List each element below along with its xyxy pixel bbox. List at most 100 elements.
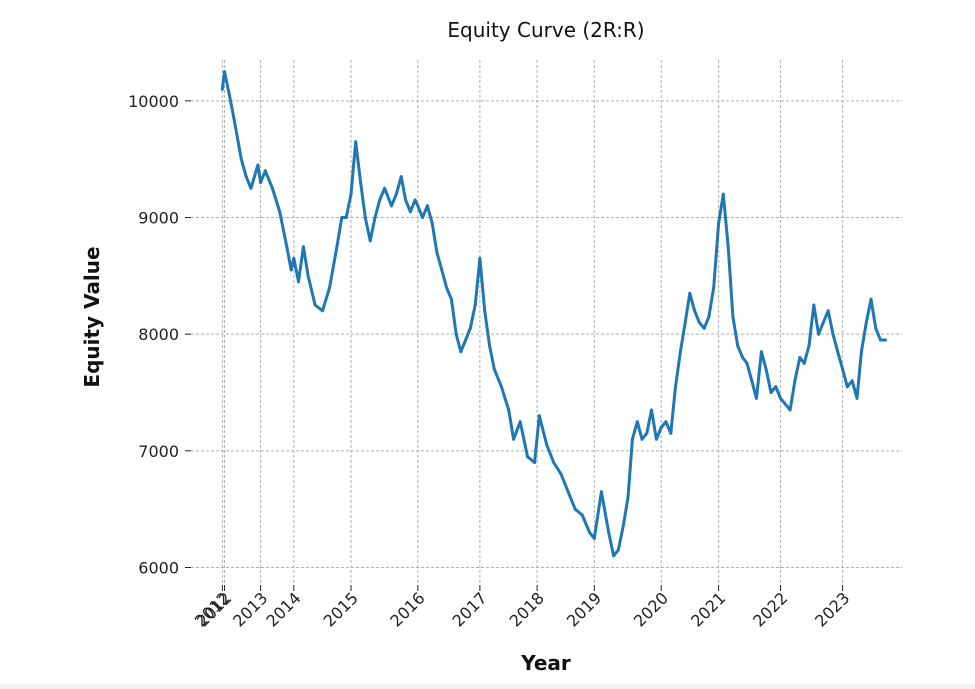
x-tick-label: 2019	[563, 588, 605, 630]
equity-point	[297, 280, 300, 284]
equity-point	[712, 286, 716, 289]
equity-point	[425, 204, 429, 208]
equity-point	[721, 192, 725, 196]
equity-point	[404, 198, 408, 202]
equity-point	[616, 548, 620, 552]
series-layer	[220, 70, 887, 558]
equity-point	[256, 163, 260, 167]
equity-point	[430, 221, 434, 225]
equity-point	[759, 350, 763, 354]
x-tick-label: 2018	[506, 588, 548, 630]
equity-point	[821, 321, 825, 324]
equity-point	[745, 361, 749, 365]
equity-point	[363, 216, 367, 219]
equity-point	[845, 385, 849, 389]
grid-layer	[191, 60, 902, 585]
equity-point	[526, 455, 529, 459]
equity-point	[340, 216, 344, 219]
equity-point	[683, 321, 687, 324]
y-tick-layer: 6000 7000 8000 9000 10000	[128, 92, 191, 578]
equity-point	[394, 192, 398, 196]
equity-point	[697, 321, 701, 324]
equity-point	[817, 332, 821, 336]
equity-point	[812, 303, 816, 307]
equity-point	[674, 385, 677, 389]
equity-point	[313, 303, 317, 307]
equity-point	[454, 332, 458, 336]
equity-point	[855, 396, 859, 400]
y-tick-label: 8000	[138, 325, 179, 344]
equity-point	[378, 198, 382, 202]
equity-point	[764, 367, 768, 371]
equity-point	[227, 93, 231, 97]
equity-point	[249, 186, 253, 190]
equity-point	[793, 379, 797, 383]
equity-point	[650, 408, 653, 412]
equity-point	[707, 315, 711, 319]
equity-point	[559, 472, 563, 476]
equity-point	[726, 245, 730, 249]
equity-point	[736, 344, 740, 348]
equity-point	[741, 356, 745, 359]
equity-point	[580, 513, 584, 517]
x-tick-label: 2020	[630, 588, 672, 630]
equity-point	[612, 554, 616, 558]
equity-point	[239, 157, 243, 161]
x-tick-label: 2022	[749, 588, 791, 630]
equity-point	[478, 256, 482, 260]
equity-point	[289, 268, 293, 272]
equity-point	[779, 396, 782, 400]
y-tick-label: 7000	[138, 442, 179, 461]
equity-point	[802, 361, 806, 365]
equity-point	[368, 239, 372, 243]
x-tick-label: 2017	[448, 588, 490, 630]
equity-point	[518, 420, 522, 424]
equity-point	[731, 315, 735, 319]
x-tick-label: 2012	[193, 588, 235, 630]
equity-point	[263, 169, 267, 173]
x-tick-label: 2021	[687, 588, 729, 630]
equity-point	[588, 531, 592, 534]
equity-point	[390, 204, 393, 208]
equity-point	[693, 309, 697, 313]
equity-point	[459, 350, 463, 354]
equity-point	[244, 175, 248, 179]
equity-point	[321, 309, 324, 313]
equity-point	[755, 396, 758, 400]
equity-point	[678, 350, 682, 354]
equity-point	[383, 186, 387, 190]
equity-point	[270, 186, 274, 190]
equity-point	[566, 490, 570, 494]
equity-point	[488, 344, 492, 348]
equity-point	[607, 531, 611, 534]
equity-point	[473, 303, 477, 307]
x-tick-label: 2014	[262, 588, 304, 630]
x-tick-label: 2023	[811, 588, 853, 630]
equity-point	[440, 268, 444, 272]
equity-point	[774, 385, 778, 389]
equity-point	[492, 367, 496, 371]
equity-point	[545, 443, 549, 447]
equity-point	[717, 221, 721, 225]
equity-point	[445, 286, 448, 289]
equity-point	[688, 291, 692, 295]
chart-title: Equity Curve (2R:R)	[447, 18, 644, 42]
equity-point	[408, 210, 412, 214]
equity-point	[635, 420, 639, 424]
equity-point	[328, 286, 332, 289]
equity-point	[220, 87, 224, 91]
equity-point	[659, 426, 663, 429]
equity-point	[883, 338, 887, 342]
equity-point	[421, 216, 424, 219]
equity-point	[344, 216, 348, 219]
equity-point	[223, 70, 226, 74]
equity-point	[850, 379, 854, 383]
equity-point	[798, 356, 802, 359]
equity-point	[483, 309, 487, 313]
equity-point	[621, 525, 625, 529]
equity-point	[783, 402, 787, 406]
equity-point	[599, 490, 603, 494]
equity-point	[373, 216, 377, 219]
equity-point	[335, 245, 339, 249]
